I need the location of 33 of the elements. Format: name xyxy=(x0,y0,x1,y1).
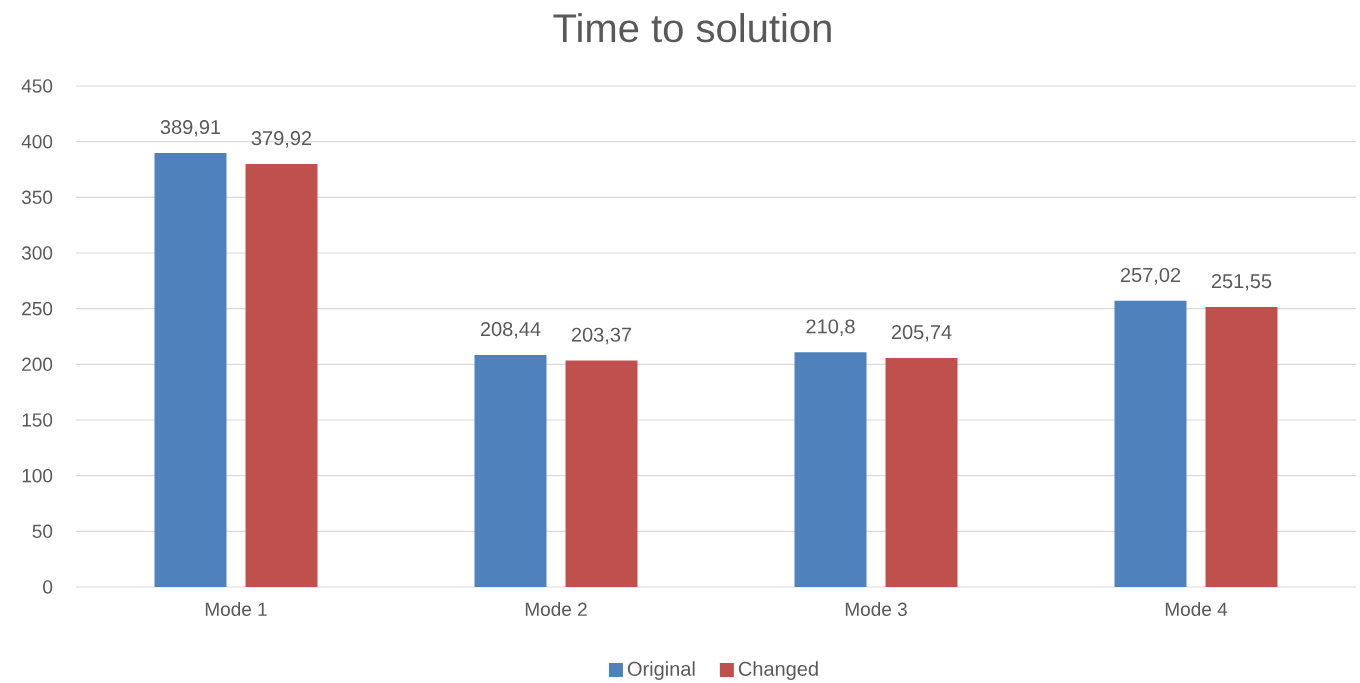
x-tick-label: Mode 4 xyxy=(1165,602,1228,617)
data-label: 389,91 xyxy=(160,119,221,137)
data-label: 210,8 xyxy=(806,319,855,336)
y-tick-label: 300 xyxy=(21,246,53,260)
data-label: 257,02 xyxy=(1120,267,1181,285)
bar xyxy=(1114,300,1187,587)
chart-title: Time to solution xyxy=(553,13,831,43)
x-tick-label: Mode 1 xyxy=(205,602,267,617)
legend-label: Changed xyxy=(738,661,818,680)
bar xyxy=(474,354,547,587)
y-tick-label: 200 xyxy=(22,357,53,372)
data-label: 205,74 xyxy=(891,325,952,342)
bar xyxy=(565,360,638,587)
bar xyxy=(1205,306,1278,587)
legend-label: Original xyxy=(627,661,695,680)
y-tick-label: 100 xyxy=(22,468,53,483)
y-tick-label: 50 xyxy=(32,524,53,539)
data-label: 203,37 xyxy=(571,327,632,345)
x-tick-label: Mode 2 xyxy=(525,602,587,617)
y-tick-label: 250 xyxy=(22,301,53,316)
bar xyxy=(885,357,958,587)
data-label: 379,92 xyxy=(251,131,312,148)
x-tick-label: Mode 3 xyxy=(845,602,907,617)
bar xyxy=(154,152,227,587)
bar xyxy=(794,352,867,587)
y-tick-label: 400 xyxy=(21,134,53,149)
data-label: 251,55 xyxy=(1211,274,1272,291)
bar xyxy=(245,164,318,587)
y-tick-label: 0 xyxy=(43,580,53,594)
y-tick-label: 150 xyxy=(22,413,53,427)
y-tick-label: 350 xyxy=(21,190,53,205)
data-label: 208,44 xyxy=(480,322,541,339)
y-tick-label: 450 xyxy=(21,79,53,93)
